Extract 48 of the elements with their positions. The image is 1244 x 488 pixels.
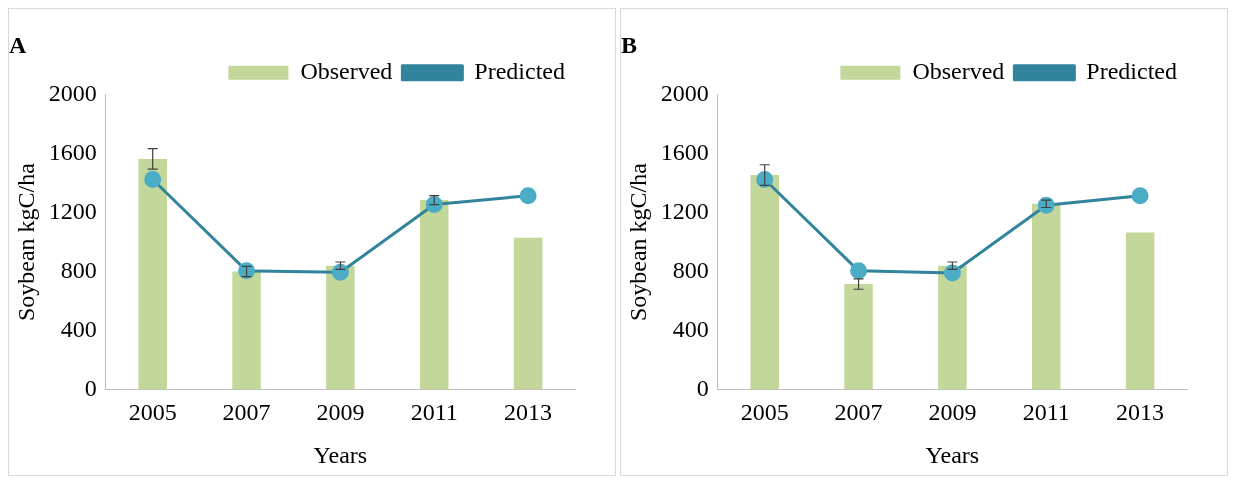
y-tick-label: 1200 [48, 197, 97, 224]
y-tick-label: 0 [84, 374, 97, 401]
x-tick-label: 2005 [740, 399, 789, 426]
y-tick-label: 2000 [660, 80, 709, 107]
point [331, 263, 349, 281]
legend-label: Predicted [474, 58, 566, 85]
bar [326, 265, 355, 390]
x-axis-title: Years [313, 441, 368, 468]
bar [232, 271, 261, 390]
point [519, 187, 537, 205]
bar [844, 284, 873, 390]
bar [1125, 232, 1155, 390]
y-tick-label: 2000 [48, 80, 97, 107]
x-tick-label: 2013 [1116, 399, 1165, 426]
x-tick-label: 2011 [410, 399, 458, 426]
x-tick-label: 2005 [128, 399, 177, 426]
point [943, 264, 961, 282]
y-tick-label: 1200 [660, 197, 709, 224]
y-tick-label: 1600 [48, 139, 97, 166]
x-tick-label: 2007 [834, 399, 883, 426]
bar [138, 158, 167, 390]
x-tick-label: 2011 [1022, 399, 1070, 426]
legend-label: Observed [300, 58, 393, 85]
bar [1031, 203, 1061, 390]
y-axis-title: Soybean kgC/ha [624, 162, 651, 322]
point [850, 262, 868, 280]
x-axis-title: Years [925, 441, 980, 468]
point [1131, 187, 1149, 205]
chart-title: B [621, 31, 638, 58]
y-tick-label: 800 [672, 256, 709, 283]
bar [750, 175, 779, 390]
chart-title: A [9, 31, 27, 58]
y-axis-title: Soybean kgC/ha [12, 162, 39, 322]
x-tick-label: 2009 [316, 399, 365, 426]
x-tick-label: 2013 [504, 399, 553, 426]
x-tick-label: 2007 [222, 399, 271, 426]
bar [938, 265, 967, 390]
y-tick-label: 0 [696, 374, 709, 401]
point [144, 171, 162, 188]
bar [513, 237, 543, 390]
y-tick-label: 400 [672, 315, 709, 342]
y-tick-label: 1600 [660, 139, 709, 166]
bar [419, 200, 449, 390]
legend-label: Predicted [1086, 58, 1178, 85]
legend-label: Observed [912, 58, 1005, 85]
y-tick-label: 800 [60, 256, 97, 283]
x-tick-label: 2009 [928, 399, 977, 426]
y-tick-label: 400 [60, 315, 97, 342]
